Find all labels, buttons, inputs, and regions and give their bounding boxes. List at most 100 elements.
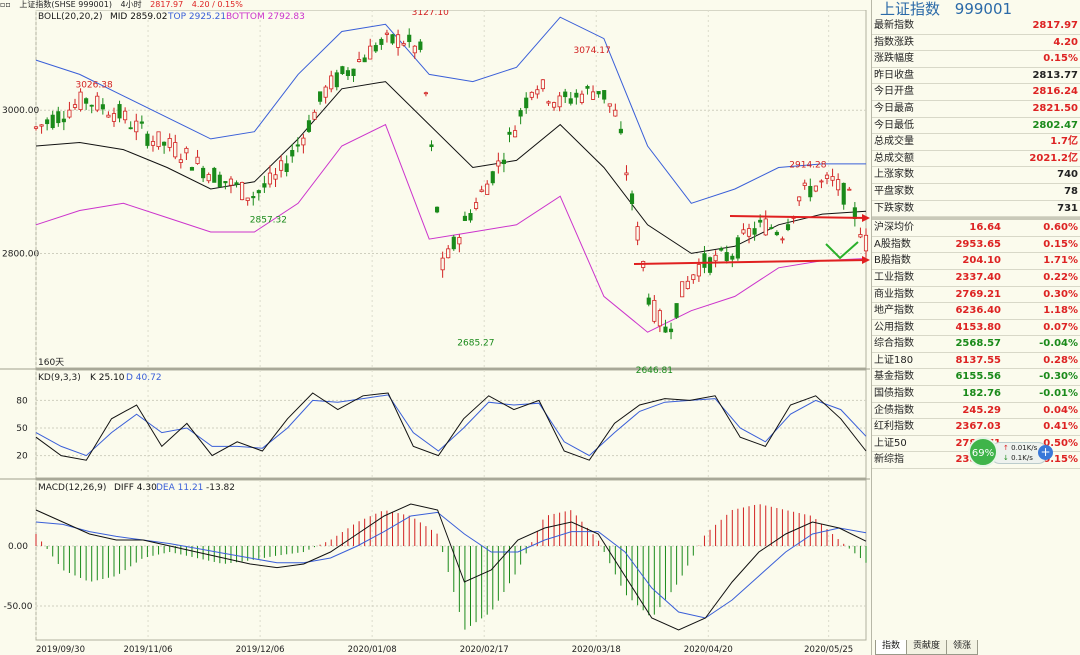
index-row[interactable]: 公用指数 4153.80 0.07% <box>872 320 1080 337</box>
price-annotation: 2685.27 <box>457 339 494 349</box>
candle-body <box>100 104 105 110</box>
quote-title: 上证指数 999001 <box>872 0 1080 18</box>
candle-body <box>808 185 813 198</box>
boll-top-line <box>35 16 866 204</box>
quote-row: 上涨家数 740 <box>872 167 1080 184</box>
index-change: 0.15% <box>1043 454 1078 466</box>
index-row[interactable]: 国债指数 182.76 -0.01% <box>872 386 1080 403</box>
index-value: 8137.55 <box>955 354 1001 366</box>
index-row[interactable]: 商业指数 2769.21 0.30% <box>872 287 1080 304</box>
tab-leaders[interactable]: 领涨 <box>946 640 979 655</box>
index-label: 商业指数 <box>874 288 914 300</box>
candle-body <box>318 91 323 102</box>
chart-area[interactable]: 3000.00 2800.00 3026.38 2857.32 3127.10 2685.… <box>0 0 870 655</box>
quote-row: 总成交额 2021.2亿 <box>872 151 1080 168</box>
tab-index[interactable]: 指数 <box>875 640 908 655</box>
candle-body <box>396 34 401 48</box>
quote-value: 78 <box>1064 185 1078 197</box>
quote-label: 上涨家数 <box>874 169 914 181</box>
price-annotation: 3026.38 <box>75 80 112 90</box>
candle-body <box>457 237 462 245</box>
quote-label: 今日最高 <box>874 102 914 114</box>
index-label: 工业指数 <box>874 271 914 283</box>
plus-icon[interactable]: + <box>1038 445 1053 460</box>
index-value: 2367.03 <box>955 421 1001 433</box>
index-value: 2568.57 <box>955 338 1001 350</box>
boll-legend-bottom: BOTTOM 2792.83 <box>226 12 305 22</box>
y-tick-label: -50.00 <box>3 602 32 612</box>
candle-body <box>446 248 451 259</box>
candle-body <box>162 141 167 146</box>
candle-body <box>741 229 746 234</box>
candle-body <box>746 228 752 237</box>
index-label: 基金指数 <box>874 371 914 383</box>
quote-value: 4.20 <box>1053 36 1078 48</box>
candle-body <box>830 176 835 181</box>
index-rows: 沪深均价 16.64 0.60% A股指数 2953.65 0.15% B股指数 204.10… <box>872 220 1080 470</box>
candle-body <box>696 264 701 277</box>
candle-body <box>785 224 791 231</box>
index-row[interactable]: 基金指数 6155.56 -0.30% <box>872 369 1080 387</box>
candle-body <box>657 310 662 327</box>
quote-label: 昨日收盘 <box>874 69 914 81</box>
candle-body <box>173 142 178 158</box>
index-label: 地产指数 <box>874 305 914 317</box>
candle-body <box>507 131 512 135</box>
candle-body <box>546 101 551 104</box>
candle-body <box>858 234 863 238</box>
x-tick-label: 2020/02/17 <box>460 645 509 655</box>
index-value: 245.29 <box>962 404 1001 416</box>
network-percent[interactable]: 69% <box>968 437 998 467</box>
index-label: 沪深均价 <box>874 222 914 234</box>
candle-body <box>39 124 44 127</box>
candle-body <box>284 163 289 173</box>
index-row[interactable]: 工业指数 2337.40 0.22% <box>872 270 1080 287</box>
quote-value: 2816.24 <box>1032 86 1078 98</box>
quote-label: 总成交量 <box>874 136 914 148</box>
candle-body <box>780 238 785 241</box>
candle-body <box>646 297 651 305</box>
index-row[interactable]: 综合指数 2568.57 -0.04% <box>872 336 1080 353</box>
x-tick-label: 2020/04/20 <box>684 645 733 655</box>
y-tick-label: 2800.00 <box>2 249 39 259</box>
quote-value: 2021.2亿 <box>1029 152 1078 164</box>
quote-value: 2817.97 <box>1032 20 1078 31</box>
index-row[interactable]: 红利指数 2367.03 0.41% <box>872 419 1080 436</box>
index-row[interactable]: 企债指数 245.29 0.04% <box>872 403 1080 420</box>
drawn-arrow-lower <box>633 259 869 265</box>
quote-row: 下跌家数 731 <box>872 201 1080 218</box>
tab-contribution[interactable]: 贡献度 <box>906 640 948 655</box>
quote-label: 指数涨跌 <box>874 36 914 48</box>
index-row[interactable]: 上证180 8137.55 0.28% <box>872 353 1080 370</box>
candle-body <box>440 257 445 271</box>
candle-body <box>847 188 852 191</box>
index-label: 国债指数 <box>874 388 914 400</box>
candle-body <box>334 72 339 88</box>
period-selector[interactable]: 4小时 <box>120 0 142 9</box>
index-label: 红利指数 <box>874 421 914 433</box>
boll-legend-top: TOP 2925.21 <box>167 12 226 22</box>
candle-body <box>351 68 356 77</box>
quote-row: 总成交量 1.7亿 <box>872 134 1080 151</box>
candle-body <box>468 213 473 221</box>
network-widget[interactable]: ↑ 0.01K/s ↓ 0.1K/s 69% + <box>968 437 1056 467</box>
candle-body <box>435 206 440 213</box>
candle-body <box>719 248 724 251</box>
candle-body <box>836 179 841 191</box>
candle-body <box>111 113 117 122</box>
candle-body <box>663 326 668 333</box>
candle-body <box>568 98 573 104</box>
index-row[interactable]: 地产指数 6236.40 1.18% <box>872 303 1080 320</box>
candle-body <box>106 114 111 118</box>
x-tick-label: 2020/01/08 <box>348 645 397 655</box>
window-icon[interactable]: ▫▫ <box>0 0 11 9</box>
index-value: 16.64 <box>969 222 1001 234</box>
index-row[interactable]: 沪深均价 16.64 0.60% <box>872 220 1080 237</box>
candle-body <box>529 91 534 98</box>
index-row[interactable]: A股指数 2953.65 0.15% <box>872 237 1080 254</box>
candle-body <box>752 228 757 235</box>
index-row[interactable]: B股指数 204.10 1.71% <box>872 253 1080 270</box>
price-annotation: 2914.28 <box>789 161 826 171</box>
quote-value: 1.7亿 <box>1050 136 1078 148</box>
index-change: 0.15% <box>1043 238 1078 250</box>
